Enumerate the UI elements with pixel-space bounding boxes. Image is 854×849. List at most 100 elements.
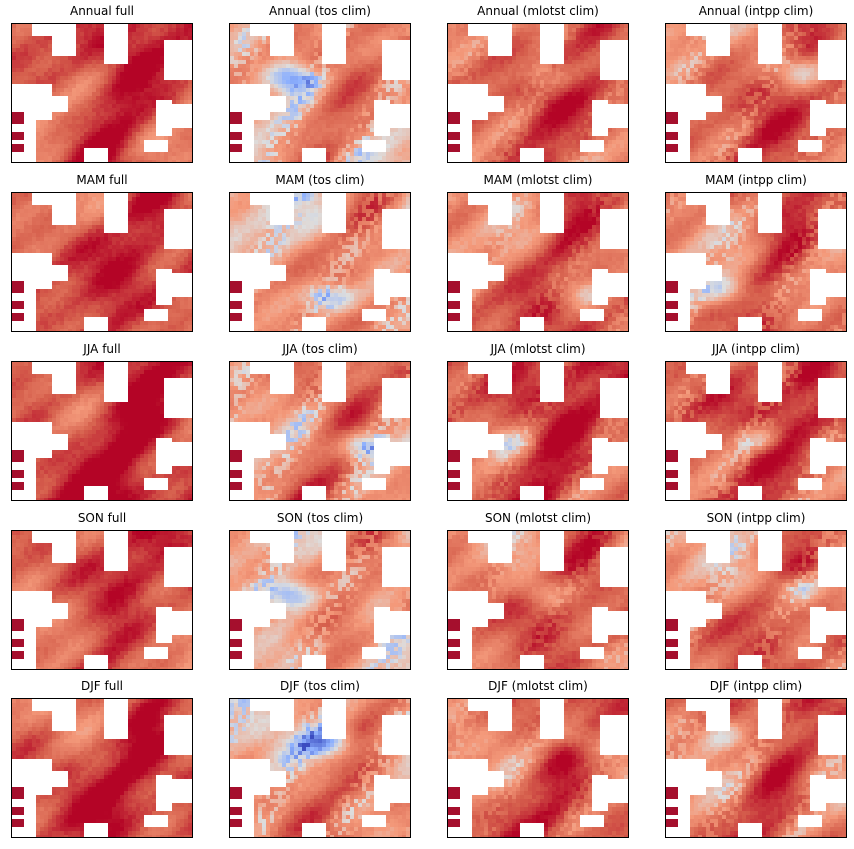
heatmap-cell [188, 201, 192, 205]
heatmap-cell [12, 233, 16, 237]
heatmap-cell [544, 156, 548, 160]
heatmap-cell [456, 116, 460, 120]
heatmap-cell [60, 136, 64, 140]
heatmap-cell [484, 68, 488, 72]
heatmap-cell [144, 233, 148, 237]
heatmap-cell [334, 156, 338, 160]
heatmap-cell [584, 24, 588, 28]
heatmap-cell [250, 56, 254, 60]
heatmap-cell [298, 52, 302, 56]
heatmap-cell [128, 112, 132, 116]
heatmap-cell [754, 48, 758, 52]
heatmap-cell [136, 28, 140, 32]
heatmap-cell [394, 128, 398, 132]
map-panel [229, 23, 411, 163]
heatmap-cell [806, 116, 810, 120]
heatmap-cell [810, 36, 814, 40]
heatmap-cell [762, 96, 766, 100]
heatmap-cell [40, 128, 44, 132]
heatmap-cell [694, 52, 698, 56]
heatmap-cell [798, 80, 802, 84]
heatmap-cell [452, 132, 456, 136]
heatmap-cell [580, 100, 584, 104]
heatmap-cell [782, 104, 786, 108]
heatmap-cell [120, 148, 124, 152]
heatmap-cell [80, 152, 84, 156]
heatmap-cell [568, 112, 572, 116]
heatmap-cell [798, 24, 802, 28]
heatmap-cell [116, 108, 120, 112]
heatmap-cell [96, 144, 100, 148]
heatmap-cell [746, 136, 750, 140]
heatmap-cell [524, 32, 528, 36]
heatmap-cell [488, 80, 492, 84]
heatmap-cell [24, 193, 28, 197]
heatmap-cell [492, 160, 496, 162]
heatmap-cell [56, 140, 60, 144]
heatmap-cell [124, 104, 128, 108]
heatmap-cell [306, 136, 310, 140]
heatmap-cell [290, 80, 294, 84]
heatmap-cell [230, 76, 234, 80]
heatmap-cell [286, 56, 290, 60]
heatmap-cell [294, 76, 298, 80]
heatmap-cell [270, 76, 274, 80]
heatmap-cell [520, 48, 524, 52]
heatmap-cell [390, 136, 394, 140]
heatmap-cell [754, 140, 758, 144]
heatmap-cell [342, 108, 346, 112]
heatmap-cell [674, 56, 678, 60]
heatmap-cell [294, 128, 298, 132]
heatmap-cell [484, 132, 488, 136]
heatmap-cell [298, 32, 302, 36]
heatmap-cell [354, 156, 358, 160]
heatmap-cell [670, 44, 674, 48]
heatmap-cell [156, 225, 160, 229]
heatmap-cell [338, 84, 342, 88]
heatmap-cell [96, 124, 100, 128]
heatmap-cell [678, 64, 682, 68]
heatmap-cell [274, 128, 278, 132]
heatmap-cell [132, 221, 136, 225]
heatmap-cell [690, 144, 694, 148]
heatmap-cell [80, 72, 84, 76]
heatmap-cell [144, 217, 148, 221]
heatmap-cell [136, 156, 140, 160]
heatmap-cell [266, 124, 270, 128]
heatmap-cell [314, 108, 318, 112]
heatmap-cell [330, 80, 334, 84]
heatmap-cell [56, 88, 60, 92]
heatmap-cell [124, 144, 128, 148]
heatmap-cell [544, 104, 548, 108]
heatmap-cell [318, 36, 322, 40]
heatmap-cell [12, 241, 16, 245]
heatmap-cell [318, 92, 322, 96]
heatmap-cell [326, 160, 330, 162]
heatmap-cell [406, 32, 410, 36]
heatmap-cell [258, 160, 262, 162]
heatmap-cell [80, 80, 84, 84]
heatmap-cell [310, 132, 314, 136]
heatmap-cell [548, 104, 552, 108]
heatmap-cell [20, 213, 24, 217]
heatmap-cell [730, 160, 734, 162]
heatmap-cell [152, 156, 156, 160]
heatmap-cell [366, 156, 370, 160]
heatmap-cell [128, 205, 132, 209]
heatmap-cell [592, 68, 596, 72]
heatmap-cell [508, 72, 512, 76]
heatmap-cell [686, 56, 690, 60]
heatmap-cell [476, 76, 480, 80]
heatmap-cell [358, 32, 362, 36]
heatmap-cell [786, 152, 790, 156]
heatmap-cell [40, 36, 44, 40]
heatmap-cell [694, 44, 698, 48]
heatmap-cell [92, 92, 96, 96]
heatmap-cell [156, 213, 160, 217]
heatmap-cell [452, 80, 456, 84]
heatmap-cell [318, 128, 322, 132]
heatmap-cell [92, 108, 96, 112]
heatmap-cell [592, 24, 596, 28]
heatmap-cell [72, 96, 76, 100]
heatmap-cell [572, 144, 576, 148]
